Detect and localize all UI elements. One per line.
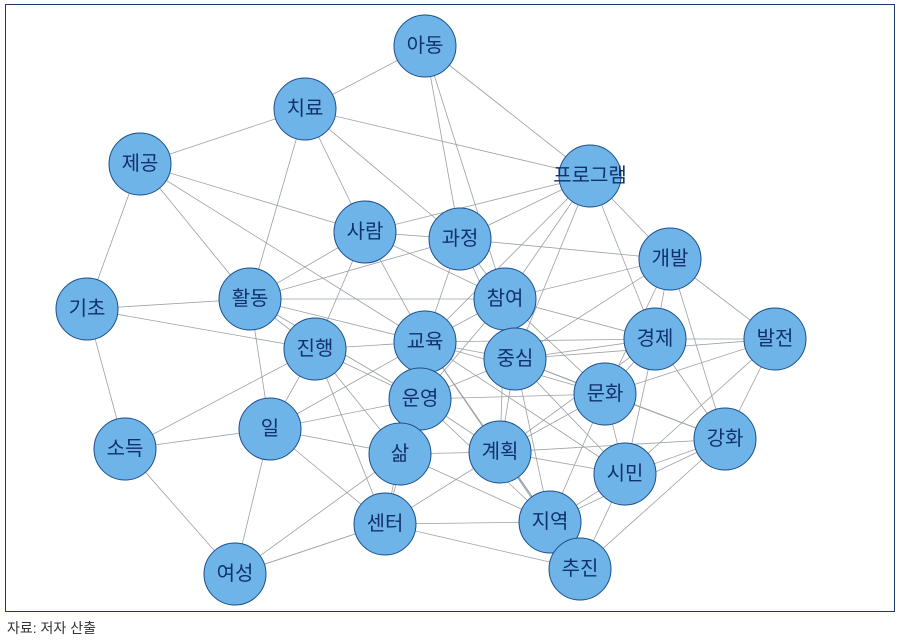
node-추진: 추진 [549,538,611,600]
node-circle [204,543,266,605]
node-circle [639,228,701,290]
node-기초: 기초 [56,278,118,340]
node-참여: 참여 [474,268,536,330]
node-아동: 아동 [394,15,456,77]
node-시민: 시민 [594,443,656,505]
node-circle [239,398,301,460]
node-치료: 치료 [274,78,336,140]
node-circle [284,318,346,380]
figure-caption: 자료: 저자 산출 [7,618,96,638]
node-과정: 과정 [429,208,491,270]
node-개발: 개발 [639,228,701,290]
node-활동: 활동 [219,268,281,330]
node-경제: 경제 [624,308,686,370]
edge [87,309,315,349]
node-문화: 문화 [574,363,636,425]
node-circle [354,493,416,555]
node-교육: 교육 [394,311,456,373]
node-circle [559,145,621,207]
node-circle [694,408,756,470]
node-계획: 계획 [469,421,531,483]
node-중심: 중심 [484,328,546,390]
node-circle [484,328,546,390]
edge [140,164,365,232]
node-강화: 강화 [694,408,756,470]
node-circle [109,133,171,195]
edges-layer [87,46,775,574]
node-여성: 여성 [204,543,266,605]
node-circle [474,268,536,330]
node-circle [274,78,336,140]
node-제공: 제공 [109,133,171,195]
node-소득: 소득 [94,418,156,480]
node-센터: 센터 [354,493,416,555]
node-circle [744,308,806,370]
node-circle [334,201,396,263]
node-발전: 발전 [744,308,806,370]
node-circle [549,538,611,600]
node-circle [369,423,431,485]
node-circle [429,208,491,270]
node-삶: 삶 [369,423,431,485]
node-circle [389,368,451,430]
node-운영: 운영 [389,368,451,430]
node-circle [394,15,456,77]
node-진행: 진행 [284,318,346,380]
node-circle [94,418,156,480]
node-circle [574,363,636,425]
node-일: 일 [239,398,301,460]
figure-container: 아동치료제공 프로그램사람 과정 개발기초 활동 참여진행 교육 중심 경제 발전운영 문화일 소득 삶… [0,0,908,642]
node-circle [469,421,531,483]
node-circle [624,308,686,370]
network-graph: 아동치료제공 프로그램사람 과정 개발기초 활동 참여진행 교육 중심 경제 발전운영 문화일 소득 삶… [0,0,908,642]
node-프로그램: 프로그램 [553,145,627,207]
node-circle [394,311,456,373]
node-사람: 사람 [334,201,396,263]
node-circle [594,443,656,505]
nodes-layer: 아동치료제공 프로그램사람 과정 개발기초 활동 참여진행 교육 중심 경제 발전운영 문화일 소득 삶… [56,15,806,605]
node-circle [56,278,118,340]
node-circle [219,268,281,330]
